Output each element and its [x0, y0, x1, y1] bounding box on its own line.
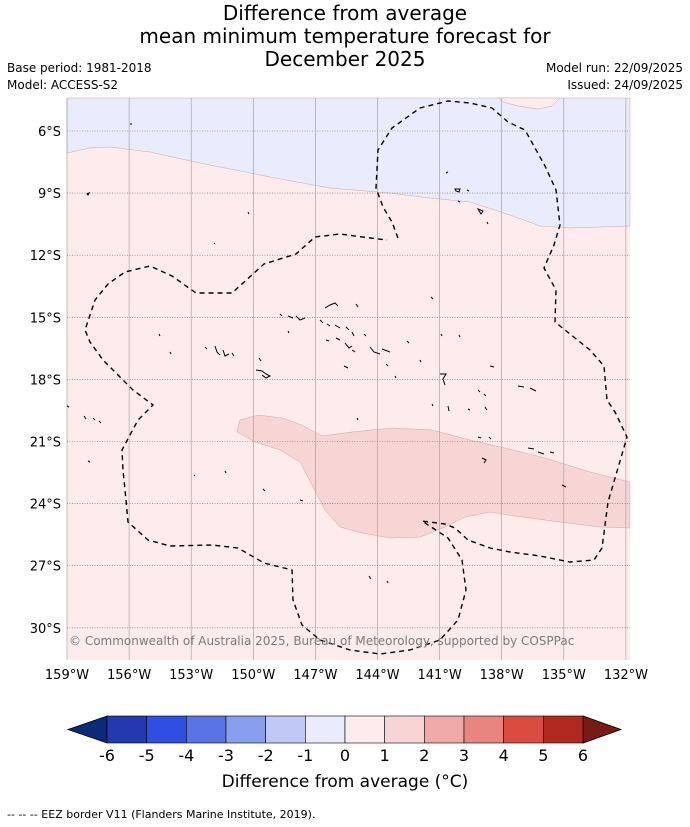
colorbar-segment [463, 715, 504, 744]
colorbar-segment [384, 715, 425, 744]
warm-anomaly-region [236, 414, 631, 539]
colorbar [66, 715, 623, 744]
colorbar-segment [106, 715, 147, 744]
colorbar-segment [344, 715, 385, 744]
longitude-label: 147°W [293, 668, 337, 683]
longitude-label: 153°W [169, 668, 213, 683]
colorbar-tick-label: 1 [380, 746, 390, 765]
colorbar-tick-label: 6 [578, 746, 588, 765]
cool-anomaly-region [66, 97, 631, 229]
colorbar-segment [265, 715, 306, 744]
longitude-label: 132°W [604, 668, 648, 683]
colorbar-segment [503, 715, 544, 744]
issued-date: Issued: 24/09/2025 [567, 78, 683, 92]
map-title: Difference from average mean minimum tem… [0, 2, 690, 71]
colorbar-tick-label: -5 [139, 746, 155, 765]
longitude-label: 138°W [480, 668, 524, 683]
colorbar-segment [543, 715, 584, 744]
colorbar-label: Difference from average (°C) [221, 772, 469, 792]
latitude-label: 6°S [38, 125, 61, 140]
colorbar-tick-label: 0 [340, 746, 350, 765]
latitude-label: 21°S [30, 436, 61, 451]
latitude-label: 30°S [30, 622, 61, 637]
longitude-label: 150°W [231, 668, 275, 683]
longitude-labels: 159°W 156°W 153°W 150°W 147°W 144°W 141°W 138°W… [45, 668, 648, 683]
longitude-label: 141°W [418, 668, 462, 683]
latitude-labels: 6°S 9°S 12°S 15°S 18°S 21°S 24°S 27°S 30°S [30, 125, 61, 637]
islands [66, 123, 567, 584]
latitude-label: 18°S [30, 373, 61, 388]
colorbar-tick-label: 4 [499, 746, 509, 765]
latitude-label: 12°S [30, 249, 61, 264]
title-line-1: Difference from average [222, 1, 468, 25]
colorbar-segment [305, 715, 346, 744]
colorbar-segment [424, 715, 465, 744]
colorbar-segment [225, 715, 266, 744]
colorbar-tick-label: 2 [419, 746, 429, 765]
longitude-label: 144°W [355, 668, 399, 683]
latitude-label: 9°S [38, 187, 61, 202]
colorbar-tick-label: -4 [178, 746, 194, 765]
colorbar-tick-label: -3 [218, 746, 234, 765]
colorbar-extend-low [66, 715, 108, 744]
meta-left: Base period: 1981-2018 Model: ACCESS-S2 [7, 60, 152, 94]
title-line-2: mean minimum temperature forecast for [139, 24, 551, 48]
meta-right: Model run: 22/09/2025 Issued: 24/09/2025 [546, 60, 683, 94]
latitude-label: 24°S [30, 498, 61, 513]
copyright-notice: © Commonwealth of Australia 2025, Bureau… [69, 634, 575, 648]
latitude-label: 15°S [30, 311, 61, 326]
latitude-label: 27°S [30, 560, 61, 575]
colorbar-ticks: -6 -5 -4 -3 -2 -1 0 1 2 3 4 5 6 [99, 746, 588, 765]
colorbar-segment [186, 715, 227, 744]
eez-border [84, 100, 628, 655]
colorbar-tick-label: -1 [297, 746, 313, 765]
title-line-3: December 2025 [264, 47, 426, 71]
colorbar-tick-label: 3 [459, 746, 469, 765]
colorbar-extend-high [582, 715, 623, 744]
model-name: Model: ACCESS-S2 [7, 78, 119, 92]
base-period: Base period: 1981-2018 [7, 61, 152, 75]
warm-patch-top [497, 97, 561, 110]
longitude-label: 159°W [45, 668, 89, 683]
longitude-label: 135°W [542, 668, 586, 683]
colorbar-tick-label: -2 [258, 746, 274, 765]
longitude-label: 156°W [107, 668, 151, 683]
colorbar-tick-label: 5 [538, 746, 548, 765]
colorbar-tick-label: -6 [99, 746, 115, 765]
colorbar-segment [146, 715, 187, 744]
map-gridlines [66, 98, 630, 660]
eez-legend-note: -- -- -- EEZ border V11 (Flanders Marine… [7, 808, 316, 821]
model-run: Model run: 22/09/2025 [545, 61, 683, 75]
